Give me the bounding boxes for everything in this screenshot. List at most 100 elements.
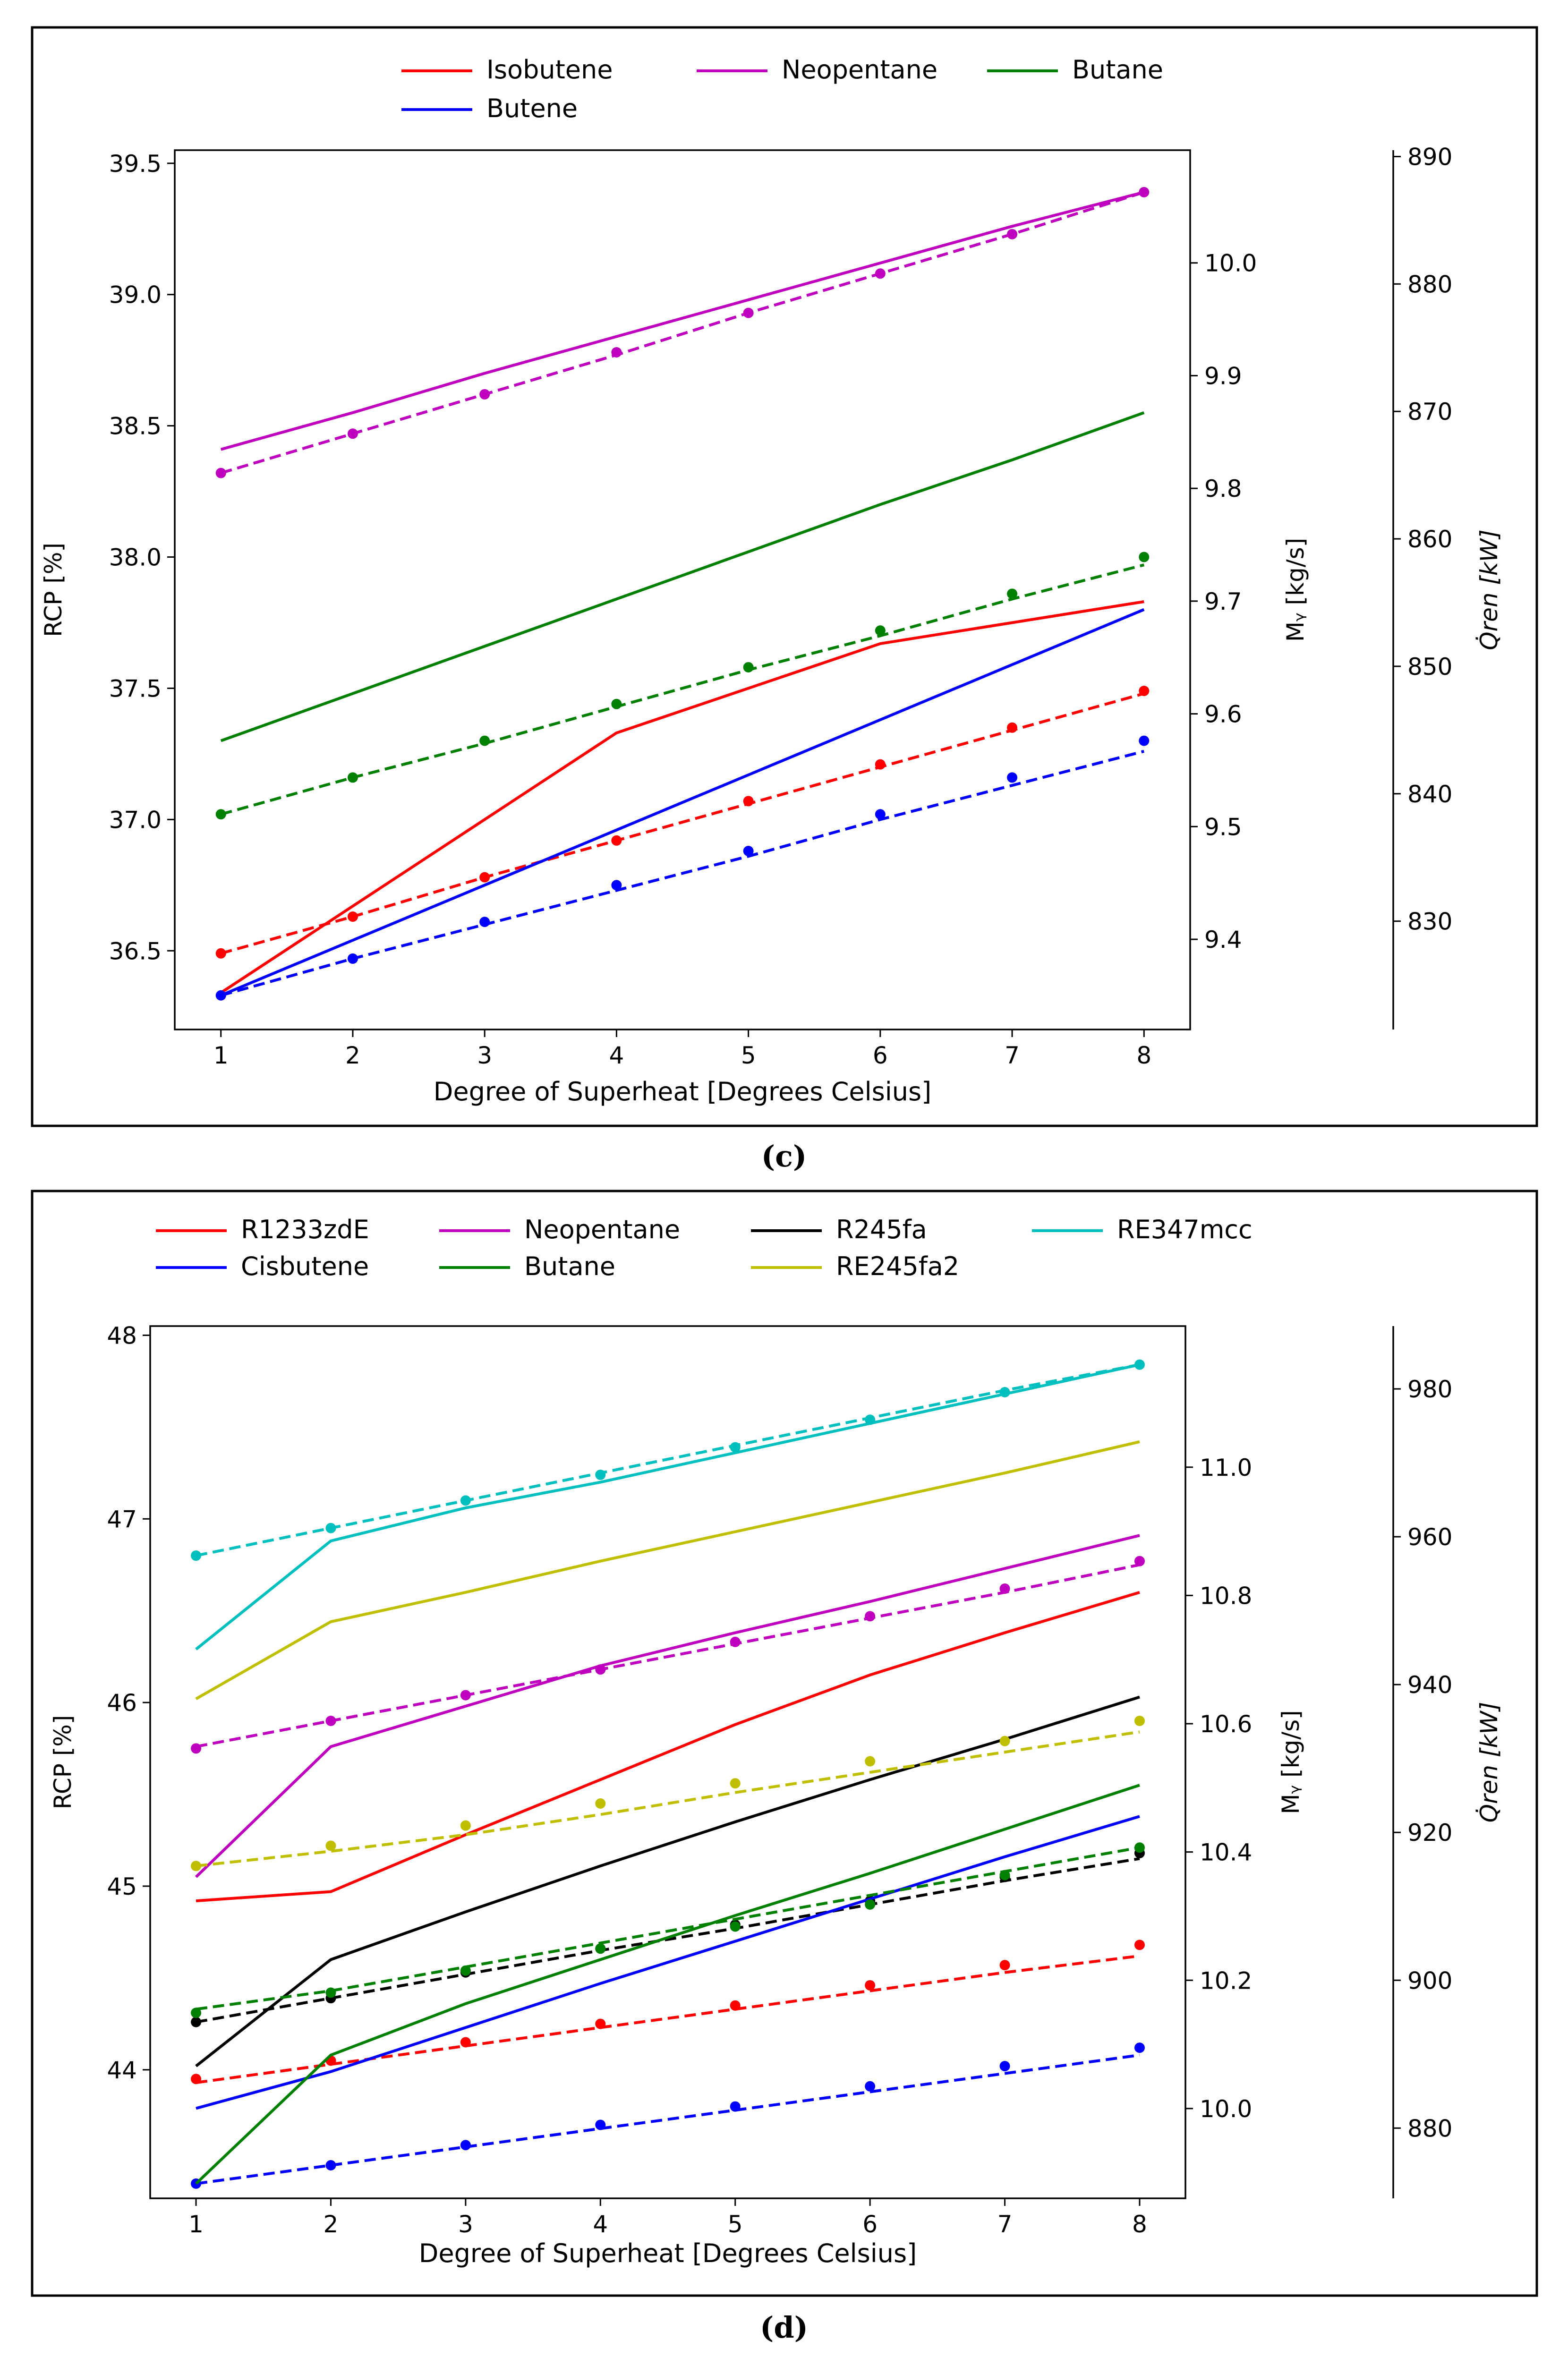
data-point-neopentane xyxy=(1007,229,1018,239)
data-point-neopentane xyxy=(743,307,754,318)
data-point-neopentane xyxy=(999,1583,1010,1594)
data-point-isobutene xyxy=(875,759,886,770)
x-tick-label: 1 xyxy=(213,1042,229,1069)
x-tick-label: 3 xyxy=(458,2211,473,2238)
data-point-re245fa2 xyxy=(595,1798,606,1809)
y-axis-label-mid: Mᵧ [kg/s] xyxy=(1282,538,1309,642)
data-point-neopentane xyxy=(191,1743,202,1754)
data-point-butane xyxy=(875,625,886,636)
x-tick-label: 6 xyxy=(862,2211,878,2238)
series-line-dashed-butene xyxy=(220,749,1145,997)
x-tick-label: 3 xyxy=(477,1042,492,1069)
data-point-butene xyxy=(743,846,754,857)
y-tick-label-right: 860 xyxy=(1407,526,1452,553)
data-point-neopentane xyxy=(875,268,886,279)
x-axis-label: Degree of Superheat [Degrees Celsius] xyxy=(419,2238,917,2268)
x-tick-label: 7 xyxy=(1005,1042,1020,1069)
data-point-cisbutene xyxy=(1134,2042,1145,2053)
data-point-re245fa2 xyxy=(730,1778,741,1789)
y-tick-label-mid: 9.6 xyxy=(1204,701,1242,728)
y-tick-label-mid: 10.0 xyxy=(1204,250,1257,277)
y-tick-label-left: 45 xyxy=(107,1873,137,1900)
legend-label-r1233zde: R1233zdE xyxy=(241,1215,369,1244)
data-point-cisbutene xyxy=(595,2119,606,2130)
y-tick-label-mid: 9.8 xyxy=(1204,475,1242,502)
y-tick-label-right: 940 xyxy=(1407,1671,1452,1699)
panel-c: 1 2 3 4 5 6 7 8 36.5 37.0 37.5 38.0 38.5 39.0 39.5 9.4 9… xyxy=(31,26,1538,1174)
x-tick-label: 2 xyxy=(324,2211,339,2238)
series-line-solid-isobutene xyxy=(220,600,1144,994)
series-line-dashed-neopentane xyxy=(220,191,1145,475)
y-tick-label-left: 38.5 xyxy=(109,413,162,440)
series-line-solid-butene xyxy=(220,608,1145,997)
y-tick-label-right: 900 xyxy=(1407,1967,1452,1994)
data-point-butene xyxy=(875,809,886,820)
data-point-re245fa2 xyxy=(325,1840,336,1851)
data-point-isobutene xyxy=(1007,722,1018,733)
data-point-neopentane xyxy=(1139,187,1150,197)
panel-caption: (d) xyxy=(760,2310,808,2345)
y-tick-label-right: 890 xyxy=(1407,143,1452,170)
series-line-dashed-re347mcc xyxy=(196,1363,1140,1557)
data-point-r1233zde xyxy=(1134,1940,1145,1950)
legend-label-neopentane: Neopentane xyxy=(524,1215,680,1244)
y-axis-label-left: RCP [%] xyxy=(40,543,67,637)
series-line-solid-re347mcc xyxy=(195,1363,1140,1651)
x-tick-label: 4 xyxy=(593,2211,608,2238)
y-tick-label-mid: 9.9 xyxy=(1204,362,1242,390)
x-tick-label: 2 xyxy=(345,1042,360,1069)
data-point-butane xyxy=(611,698,622,709)
data-point-neopentane xyxy=(460,1690,471,1701)
data-point-r1233zde xyxy=(460,2037,471,2048)
y-tick-label-left: 47 xyxy=(107,1506,137,1533)
y-tick-label-mid: 10.2 xyxy=(1200,1967,1252,1994)
legend-label-butane: Butane xyxy=(1072,55,1163,85)
series-re245fa2 xyxy=(191,1440,1145,1872)
data-point-re347mcc xyxy=(191,1550,202,1561)
x-tick-label: 4 xyxy=(609,1042,624,1069)
plot-area xyxy=(149,1325,1186,2199)
data-point-re347mcc xyxy=(730,1442,741,1453)
data-point-cisbutene xyxy=(460,2140,471,2151)
y-tick-label-left: 46 xyxy=(107,1689,137,1717)
y-tick-label-left: 39.5 xyxy=(109,150,162,178)
y-tick-label-left: 37.0 xyxy=(109,806,162,834)
series-line-dashed-butane xyxy=(196,1846,1140,2011)
x-tick-label: 5 xyxy=(728,2211,743,2238)
data-point-butane xyxy=(865,1899,876,1910)
series-line-solid-neopentane xyxy=(220,191,1145,451)
legend-label-re347mcc: RE347mcc xyxy=(1117,1215,1253,1244)
data-point-butane xyxy=(347,772,358,783)
data-point-neopentane xyxy=(730,1636,741,1647)
legend-label-isobutene: Isobutene xyxy=(486,55,613,85)
y-tick-label-mid: 9.7 xyxy=(1204,588,1242,615)
data-point-re245fa2 xyxy=(1134,1716,1145,1727)
data-point-re347mcc xyxy=(1134,1359,1145,1370)
series-isobutene xyxy=(215,600,1150,994)
series-line-solid-cisbutene xyxy=(196,1815,1140,2110)
data-point-butene xyxy=(215,990,226,1001)
series-butene xyxy=(215,608,1150,1001)
y-tick-label-mid: 10.6 xyxy=(1200,1710,1252,1738)
series-neopentane xyxy=(191,1534,1145,1878)
data-point-neopentane xyxy=(347,428,358,439)
y-tick-label-left: 38.0 xyxy=(109,544,162,571)
y-tick-label-mid: 10.0 xyxy=(1200,2095,1252,2123)
data-point-butene xyxy=(479,917,490,927)
data-point-neopentane xyxy=(1134,1556,1145,1566)
data-point-butane xyxy=(191,2008,202,2018)
series-line-dashed-r245fa xyxy=(196,1857,1140,2024)
data-point-butane xyxy=(479,735,490,746)
data-point-r1233zde xyxy=(865,1980,876,1991)
data-point-isobutene xyxy=(347,911,358,922)
series-line-solid-butane xyxy=(195,1784,1140,2185)
series-re347mcc xyxy=(191,1359,1145,1651)
legend-label-r245fa: R245fa xyxy=(836,1215,927,1244)
plot-area xyxy=(174,149,1191,1030)
data-point-isobutene xyxy=(611,835,622,846)
data-point-isobutene xyxy=(215,948,226,959)
data-point-butene xyxy=(1139,735,1150,746)
data-point-re347mcc xyxy=(999,1387,1010,1397)
y-tick-label-mid: 9.5 xyxy=(1204,813,1242,841)
